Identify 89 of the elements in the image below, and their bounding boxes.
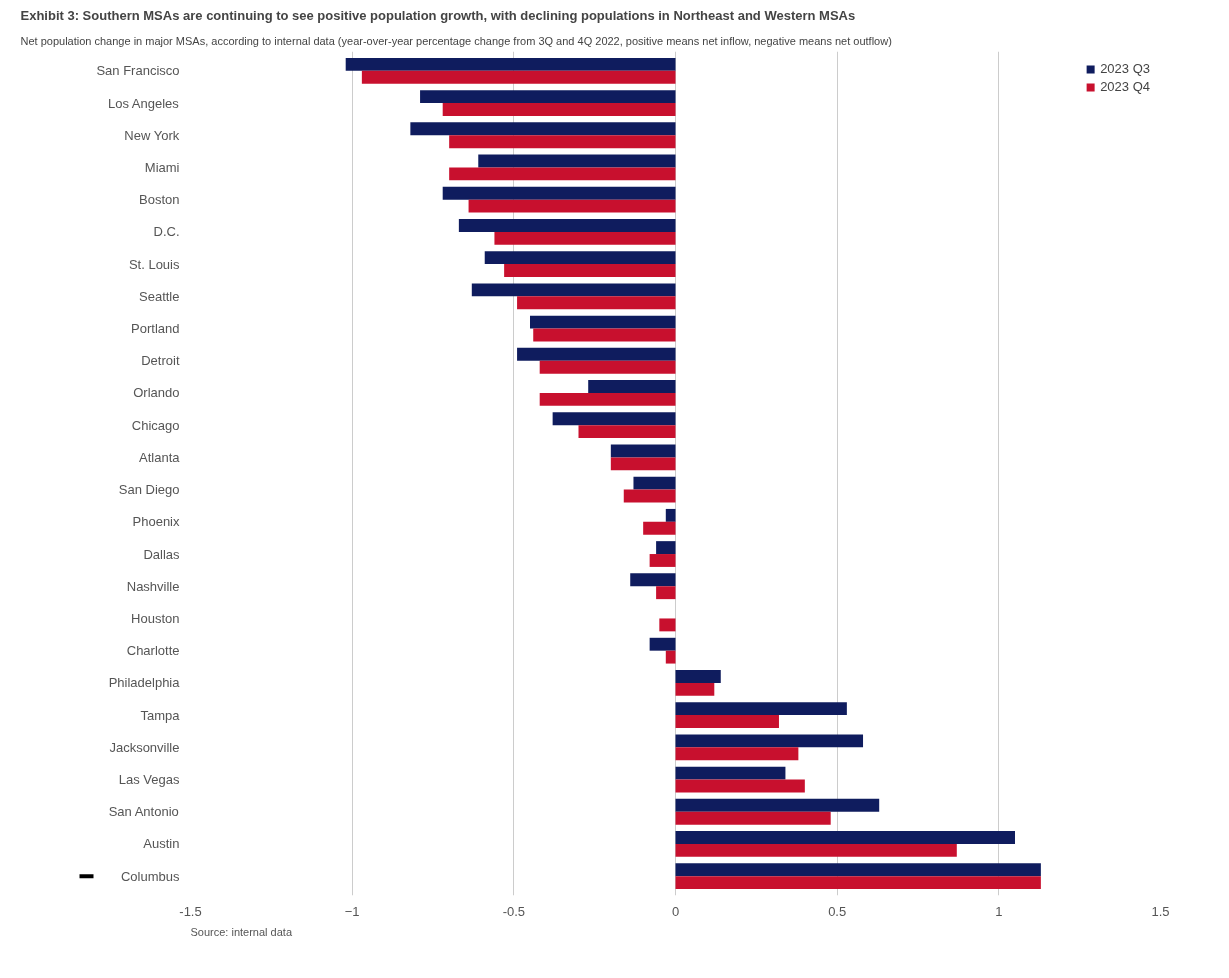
x-tick-label: -0.5 bbox=[502, 903, 526, 919]
bar bbox=[630, 573, 676, 587]
bar bbox=[458, 219, 676, 232]
y-tick-label: Dallas bbox=[143, 546, 180, 562]
x-tick-label: 0.5 bbox=[828, 903, 847, 919]
x-tick-label: 1 bbox=[995, 903, 1003, 919]
y-tick-label: Jacksonville bbox=[109, 739, 180, 755]
bar bbox=[675, 831, 1015, 844]
bar bbox=[588, 380, 676, 393]
y-tick-label: Nashville bbox=[126, 578, 180, 594]
bar bbox=[659, 618, 676, 632]
bar bbox=[420, 90, 676, 104]
bar bbox=[675, 715, 779, 728]
x-tick-label: 0 bbox=[671, 903, 680, 919]
chart-title: Exhibit 3: Southern MSAs are continuing to see positive population growth, with declining populations in Northeast and Western MSAs bbox=[20, 7, 856, 23]
bar bbox=[675, 811, 831, 825]
bar bbox=[675, 876, 1041, 890]
y-tick-label: Atlanta bbox=[139, 449, 181, 465]
bar bbox=[410, 122, 676, 136]
y-tick-label: Columbus bbox=[120, 868, 180, 884]
bar bbox=[539, 360, 676, 374]
y-tick-label: Las Vegas bbox=[118, 772, 180, 788]
y-tick-label: Miami bbox=[144, 159, 180, 175]
bar bbox=[345, 57, 676, 71]
bar bbox=[675, 779, 805, 793]
bar bbox=[675, 702, 847, 716]
bar bbox=[610, 457, 676, 471]
y-tick-label: Phoenix bbox=[132, 514, 180, 530]
bar bbox=[643, 521, 676, 535]
bar bbox=[517, 347, 676, 361]
bar bbox=[675, 766, 786, 780]
bar bbox=[442, 186, 676, 200]
bar bbox=[665, 508, 676, 522]
source-note: Source: internal data bbox=[190, 925, 293, 938]
bar bbox=[656, 541, 676, 555]
bar bbox=[675, 670, 721, 683]
bar bbox=[539, 392, 676, 406]
bar bbox=[468, 199, 676, 213]
chart-subtitle: Net population change in major MSAs, according to internal data (year-over-year percentage change from 3Q and 4Q 2022, positive means net inflow, negative means net outflow) bbox=[20, 34, 892, 47]
y-tick-label: Charlotte bbox=[126, 643, 180, 659]
y-tick-label: Seattle bbox=[139, 288, 180, 304]
bar bbox=[504, 264, 676, 277]
x-tick-label: -1.5 bbox=[179, 903, 202, 919]
bar bbox=[533, 328, 676, 342]
y-tick-label: San Francisco bbox=[96, 63, 180, 79]
bar bbox=[649, 637, 676, 651]
bar bbox=[578, 425, 676, 439]
bar bbox=[442, 103, 676, 116]
bar bbox=[649, 554, 676, 567]
y-tick-label: Chicago bbox=[131, 417, 180, 433]
bar bbox=[675, 734, 864, 748]
bar bbox=[675, 747, 799, 761]
bar bbox=[449, 167, 676, 181]
bar bbox=[449, 135, 676, 149]
bar bbox=[478, 154, 676, 168]
x-tick-label: 1.5 bbox=[1151, 903, 1170, 919]
bar bbox=[530, 315, 676, 329]
y-tick-label: Philadelphia bbox=[108, 675, 181, 691]
y-tick-label: Detroit bbox=[141, 353, 180, 369]
legend-label: 2023 Q4 bbox=[1100, 79, 1150, 94]
bar bbox=[675, 843, 957, 857]
y-tick-label: St. Louis bbox=[128, 256, 180, 272]
bar bbox=[484, 251, 676, 265]
y-tick-label: Los Angeles bbox=[107, 95, 180, 111]
x-tick-label: −1 bbox=[344, 903, 360, 919]
bar bbox=[665, 650, 676, 664]
bar bbox=[471, 283, 676, 297]
y-tick-label: Boston bbox=[139, 192, 180, 208]
bar bbox=[361, 70, 676, 84]
y-tick-label: San Diego bbox=[118, 482, 180, 498]
bar bbox=[552, 412, 676, 426]
y-tick-label: D.C. bbox=[153, 224, 180, 240]
bar bbox=[633, 476, 676, 490]
bar bbox=[623, 489, 676, 503]
bar bbox=[494, 231, 676, 245]
y-tick-label: Austin bbox=[143, 836, 180, 852]
legend-label: 2023 Q3 bbox=[1100, 61, 1150, 76]
y-tick-label: New York bbox=[124, 127, 180, 143]
y-tick-label: Portland bbox=[131, 321, 180, 337]
y-tick-label: Tampa bbox=[140, 707, 181, 723]
bar bbox=[675, 863, 1041, 877]
bar bbox=[675, 682, 715, 696]
bar bbox=[675, 798, 880, 812]
bar bbox=[610, 444, 676, 458]
y-tick-label: Houston bbox=[131, 610, 180, 626]
y-tick-label: Orlando bbox=[133, 385, 180, 401]
bar bbox=[656, 586, 676, 600]
y-tick-label: San Antonio bbox=[108, 804, 179, 820]
bar bbox=[517, 296, 676, 310]
